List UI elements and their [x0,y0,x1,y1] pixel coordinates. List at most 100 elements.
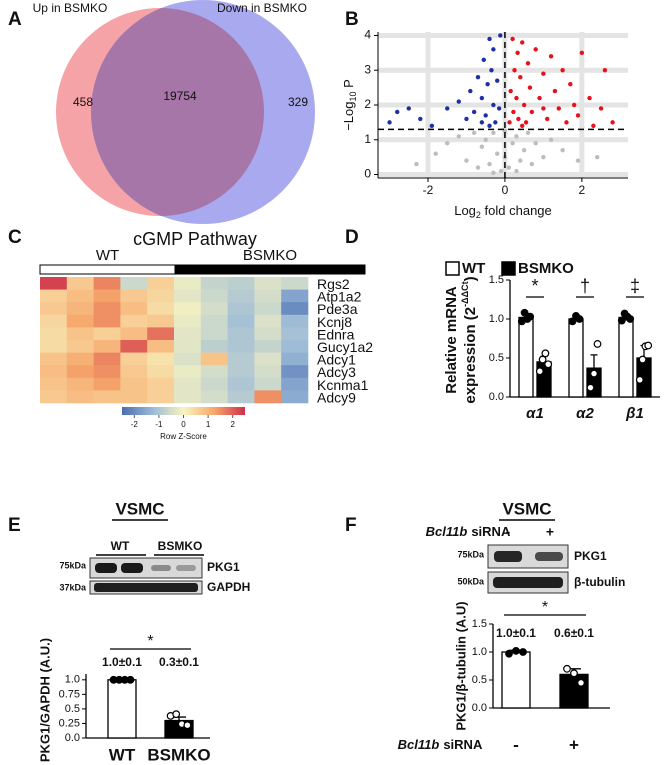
heat-cell [66,277,94,290]
band [535,552,563,561]
data-point [126,675,135,684]
heat-cell [120,327,148,341]
y-axis-title-part: Relative mRNA [443,286,460,394]
point [464,158,469,163]
heat-cell [174,314,202,328]
bar [501,651,531,709]
y-axis-title: −Log10 P [341,79,358,131]
heat-cell [174,377,202,391]
heat-cell [227,302,255,316]
legend-swatch [445,261,460,276]
y-tick-label: 0.0 [472,702,487,714]
group-bar [174,264,366,275]
data-point [590,369,598,378]
set-count: 458 [73,95,93,109]
heat-cell [93,327,121,341]
point [491,130,496,136]
y-axis-title: Relative mRNA [443,286,460,394]
row-label: Atp1a2 [317,289,362,305]
heat-cell [93,289,121,303]
heat-cell [227,377,255,391]
heat-cell [174,365,202,379]
value-label: 0.6±0.1 [554,626,594,640]
panel-letter: B [345,9,359,30]
point [493,120,498,125]
gene: Bcl11b [398,737,440,752]
point [498,168,504,174]
heat-cell [40,390,68,404]
heat-cell [254,352,282,366]
row-label: Rgs2 [317,276,350,292]
sig-symbol: † [580,276,590,296]
bar [618,316,634,398]
bar [107,679,137,739]
heat-cell [120,289,148,303]
bar [568,318,584,398]
heat-cell [120,302,148,316]
heat-cell [254,289,282,303]
blot-strip [89,557,203,579]
y-tick-label: 1.5 [472,618,487,630]
blot-title: VSMC [502,499,551,518]
data-point [541,349,550,358]
heat-cell [254,314,282,328]
data-point [526,312,535,321]
heat-cell [281,340,309,353]
lane-label: - [506,524,511,540]
colorbar-tick-label: 2 [230,420,235,429]
point [491,102,496,108]
x-axis-title-part: Log [454,203,476,218]
y-tick-label: 0.0 [65,732,80,744]
y-axis-title-part: expression (2 [462,307,479,404]
heat-cell [120,390,148,404]
band-size: 37kDa [59,582,87,592]
group-label: WT [96,247,119,264]
point [498,33,503,38]
point [471,130,477,136]
heat-cell [254,365,282,379]
point [568,81,573,87]
heat-cell [66,340,94,353]
heat-cell [200,327,228,341]
bar [518,316,534,398]
point [515,50,520,56]
set-label: Up in BSMKO [33,1,108,15]
data-point [644,341,653,350]
point [610,120,615,125]
point [418,116,423,122]
y-tick-label: 0 [364,167,371,181]
heat-cell [281,302,309,316]
heat-cell [254,390,282,404]
data-point [575,315,584,323]
y-tick-label: 0.5 [472,674,487,686]
point [491,170,496,175]
y-tick-label: 3 [364,62,371,76]
data-point [538,355,547,364]
point [511,109,516,115]
heat-cell [227,340,255,353]
heat-cell [281,365,309,379]
data-point [635,375,644,384]
blot-strip [487,544,569,569]
row-label: Kcnma1 [317,377,369,393]
heat-cell [93,390,121,404]
heat-cell [40,302,68,316]
colorbar-tick-label: -1 [155,420,163,429]
y-tick-label: 1.0 [489,313,504,325]
band [121,563,143,573]
legend-label: BSMKO [518,260,574,277]
legend-swatch [501,261,516,276]
lane-label: BSMKO [158,539,203,553]
heat-cell [227,352,255,366]
heat-cell [281,314,309,328]
point [541,154,546,160]
y-title-group: −Log10 P [341,79,358,131]
point [395,109,400,115]
heat-cell [200,289,228,303]
y-tick-label: 0.0 [489,391,504,403]
heat-cell [120,314,148,328]
point [520,123,525,129]
point [560,68,565,73]
point [475,74,481,80]
